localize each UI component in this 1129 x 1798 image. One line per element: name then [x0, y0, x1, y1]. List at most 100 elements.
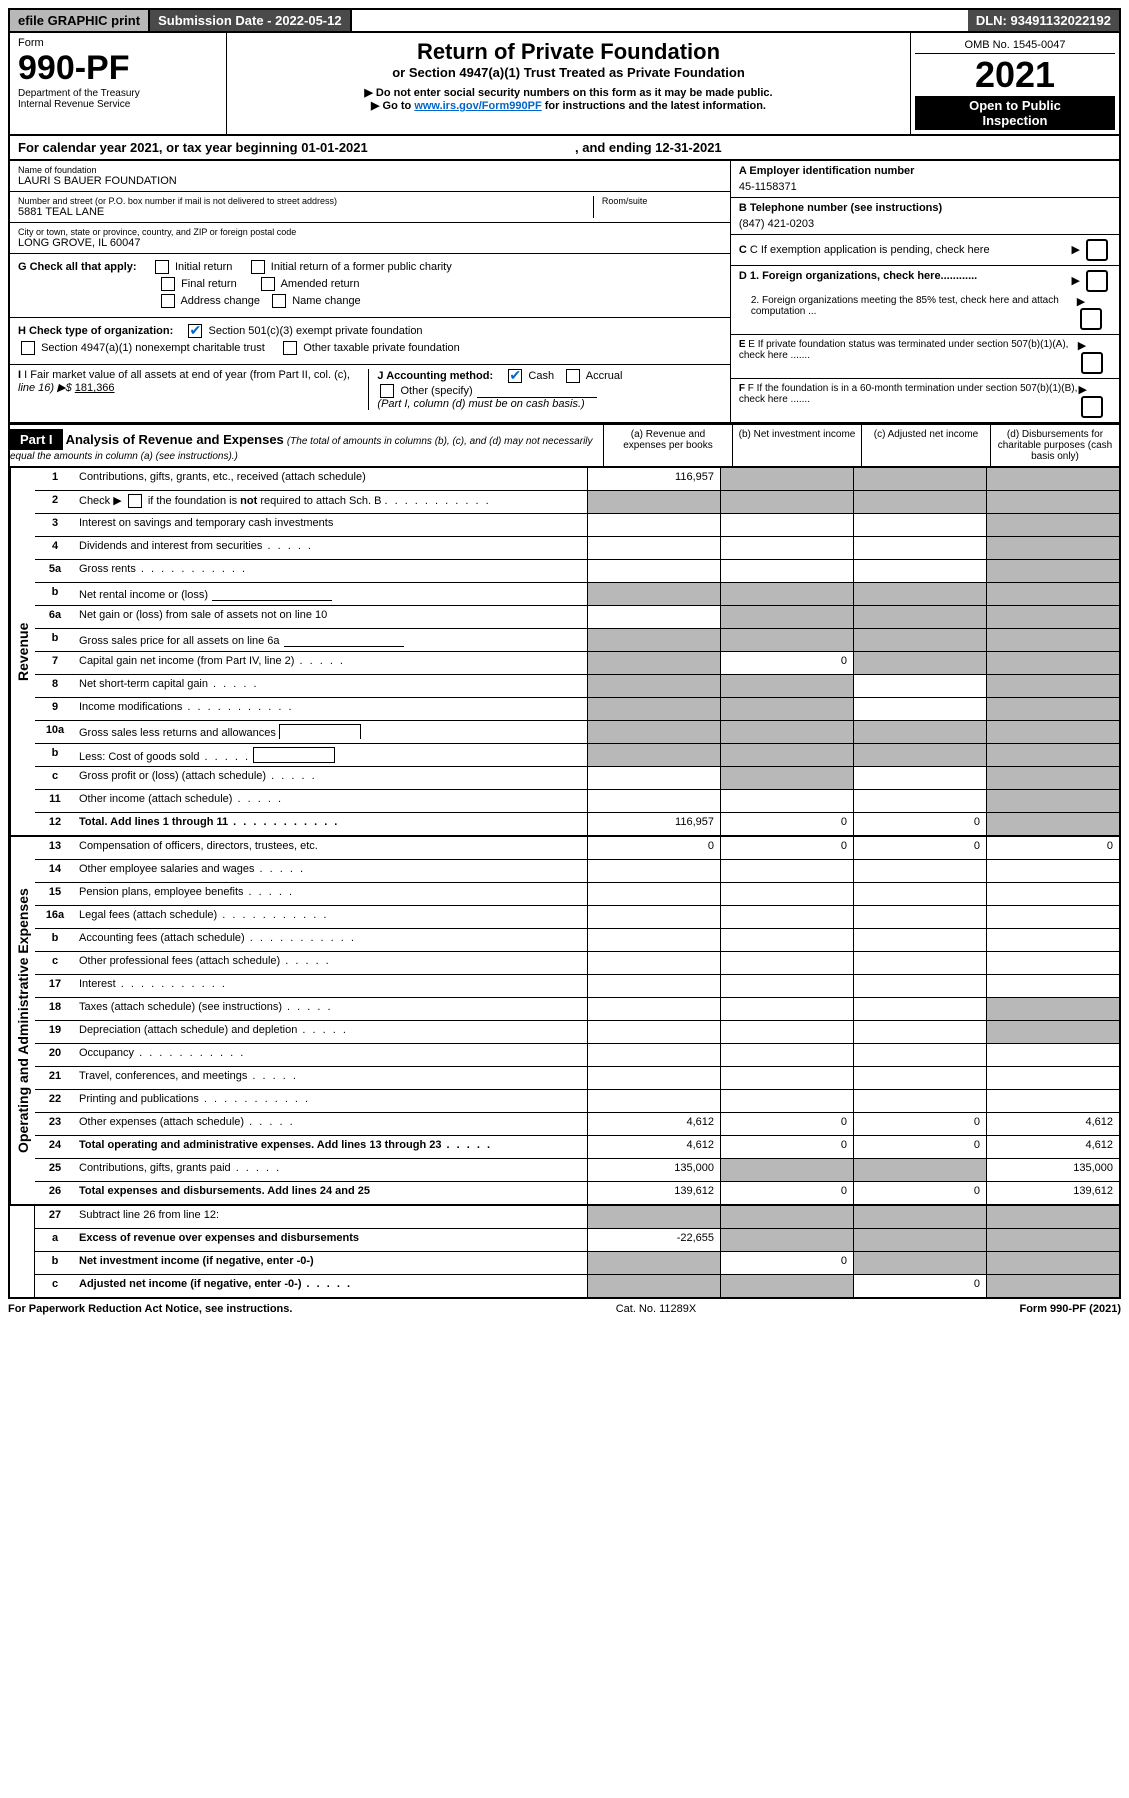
g-amended: Amended return [281, 278, 360, 290]
city-row: City or town, state or province, country… [10, 223, 730, 254]
chk-accrual[interactable] [566, 369, 580, 383]
address-row: Number and street (or P.O. box number if… [10, 192, 730, 223]
row-18: 18Taxes (attach schedule) (see instructi… [35, 998, 1119, 1021]
cal-end: 12-31-2021 [655, 140, 722, 155]
revenue-rows: 1 Contributions, gifts, grants, etc., re… [35, 468, 1119, 835]
row-15: 15Pension plans, employee benefits [35, 883, 1119, 906]
d-row: D 1. Foreign organizations, check here..… [731, 266, 1119, 335]
row-13: 13Compensation of officers, directors, t… [35, 837, 1119, 860]
header-left: Form 990-PF Department of the Treasury I… [10, 33, 227, 134]
expenses-section: Operating and Administrative Expenses 13… [8, 837, 1121, 1206]
row-14: 14Other employee salaries and wages [35, 860, 1119, 883]
row-21: 21Travel, conferences, and meetings [35, 1067, 1119, 1090]
row-5b: bNet rental income or (loss) [35, 583, 1119, 606]
row-3: 3Interest on savings and temporary cash … [35, 514, 1119, 537]
part1-header: Part I Analysis of Revenue and Expenses … [8, 424, 1121, 468]
chk-address[interactable] [161, 294, 175, 308]
form-word: Form [18, 37, 218, 49]
chk-other-spec[interactable] [380, 384, 394, 398]
i-line: line 16) ▶$ [18, 382, 75, 394]
row-1: 1 Contributions, gifts, grants, etc., re… [35, 468, 1119, 491]
f-row: F F If the foundation is in a 60-month t… [731, 379, 1119, 422]
form-number: 990-PF [18, 49, 218, 88]
g-initial-former: Initial return of a former public charit… [271, 261, 452, 273]
i-j-row: I I Fair market value of all assets at e… [10, 365, 730, 414]
dln-label: DLN: 93491132022192 [968, 10, 1119, 31]
i-val: 181,366 [75, 382, 115, 394]
part1-title: Analysis of Revenue and Expenses [66, 432, 284, 447]
chk-final[interactable] [161, 277, 175, 291]
row-5a: 5aGross rents [35, 560, 1119, 583]
b-val: (847) 421-0203 [739, 218, 1111, 230]
row-6b: bGross sales price for all assets on lin… [35, 629, 1119, 652]
row-6a: 6aNet gain or (loss) from sale of assets… [35, 606, 1119, 629]
omb-number: OMB No. 1545-0047 [915, 37, 1115, 54]
open-inspection: Open to Public Inspection [915, 96, 1115, 130]
row-27b: bNet investment income (if negative, ent… [35, 1252, 1119, 1275]
chk-name[interactable] [272, 294, 286, 308]
footer-right: Form 990-PF (2021) [1019, 1303, 1121, 1315]
chk-schb[interactable] [128, 494, 142, 508]
h-options: H Check type of organization: Section 50… [10, 318, 730, 365]
j-other: Other (specify) [400, 385, 472, 397]
j-accrual: Accrual [586, 370, 623, 382]
header-right: OMB No. 1545-0047 2021 Open to Public In… [911, 33, 1119, 134]
chk-initial-former[interactable] [251, 260, 265, 274]
foundation-name: LAURI S BAUER FOUNDATION [18, 175, 722, 187]
room-label: Room/suite [602, 196, 722, 206]
j-label: J Accounting method: [377, 370, 493, 382]
col-d-header: (d) Disbursements for charitable purpose… [990, 425, 1119, 466]
g-address: Address change [180, 295, 260, 307]
chk-4947[interactable] [21, 341, 35, 355]
chk-501c3[interactable] [188, 324, 202, 338]
chk-amended[interactable] [261, 277, 275, 291]
part1-title-cell: Part I Analysis of Revenue and Expenses … [10, 425, 603, 466]
inspect-2: Inspection [982, 113, 1047, 128]
col-a-header: (a) Revenue and expenses per books [603, 425, 732, 466]
chk-e[interactable] [1081, 352, 1103, 374]
footer-left: For Paperwork Reduction Act Notice, see … [8, 1303, 292, 1315]
h-other-tax: Other taxable private foundation [303, 342, 460, 354]
row27-section: 27Subtract line 26 from line 12: aExcess… [8, 1206, 1121, 1299]
a-row: A Employer identification number 45-1158… [731, 161, 1119, 198]
note2-post: for instructions and the latest informat… [542, 100, 766, 112]
chk-d2[interactable] [1080, 308, 1102, 330]
d2-label: 2. Foreign organizations meeting the 85%… [739, 295, 1077, 330]
row-10a: 10aGross sales less returns and allowanc… [35, 721, 1119, 744]
col-c-header: (c) Adjusted net income [861, 425, 990, 466]
chk-cash[interactable] [508, 369, 522, 383]
efile-label[interactable]: efile GRAPHIC print [10, 10, 150, 31]
spacer [352, 10, 968, 31]
row-26: 26Total expenses and disbursements. Add … [35, 1182, 1119, 1204]
chk-d1[interactable] [1086, 270, 1108, 292]
row27-rows: 27Subtract line 26 from line 12: aExcess… [35, 1206, 1119, 1297]
inspect-1: Open to Public [969, 98, 1061, 113]
form-link[interactable]: www.irs.gov/Form990PF [414, 100, 541, 112]
g-options: G Check all that apply: Initial return I… [10, 254, 730, 318]
i-label: I Fair market value of all assets at end… [24, 369, 350, 381]
footer: For Paperwork Reduction Act Notice, see … [8, 1299, 1121, 1319]
row-19: 19Depreciation (attach schedule) and dep… [35, 1021, 1119, 1044]
e-row: E E If private foundation status was ter… [731, 335, 1119, 379]
g-initial: Initial return [175, 261, 232, 273]
g-name: Name change [292, 295, 361, 307]
cal-mid: , and ending [575, 140, 655, 155]
row-10b: bLess: Cost of goods sold [35, 744, 1119, 767]
row-17: 17Interest [35, 975, 1119, 998]
a-val: 45-1158371 [739, 181, 1111, 193]
h-501c3: Section 501(c)(3) exempt private foundat… [209, 325, 423, 337]
chk-f[interactable] [1081, 396, 1103, 418]
submission-date: Submission Date - 2022-05-12 [150, 10, 352, 31]
revenue-section: Revenue 1 Contributions, gifts, grants, … [8, 468, 1121, 837]
name-row: Name of foundation LAURI S BAUER FOUNDAT… [10, 161, 730, 192]
row-4: 4Dividends and interest from securities [35, 537, 1119, 560]
b-label: B Telephone number (see instructions) [739, 202, 1111, 214]
chk-initial[interactable] [155, 260, 169, 274]
name-label: Name of foundation [18, 165, 722, 175]
note-goto: ▶ Go to www.irs.gov/Form990PF for instru… [233, 99, 904, 112]
chk-c[interactable] [1086, 239, 1108, 261]
chk-other-tax[interactable] [283, 341, 297, 355]
form-title: Return of Private Foundation [233, 39, 904, 65]
e-label: E If private foundation status was termi… [739, 339, 1069, 361]
row-9: 9Income modifications [35, 698, 1119, 721]
